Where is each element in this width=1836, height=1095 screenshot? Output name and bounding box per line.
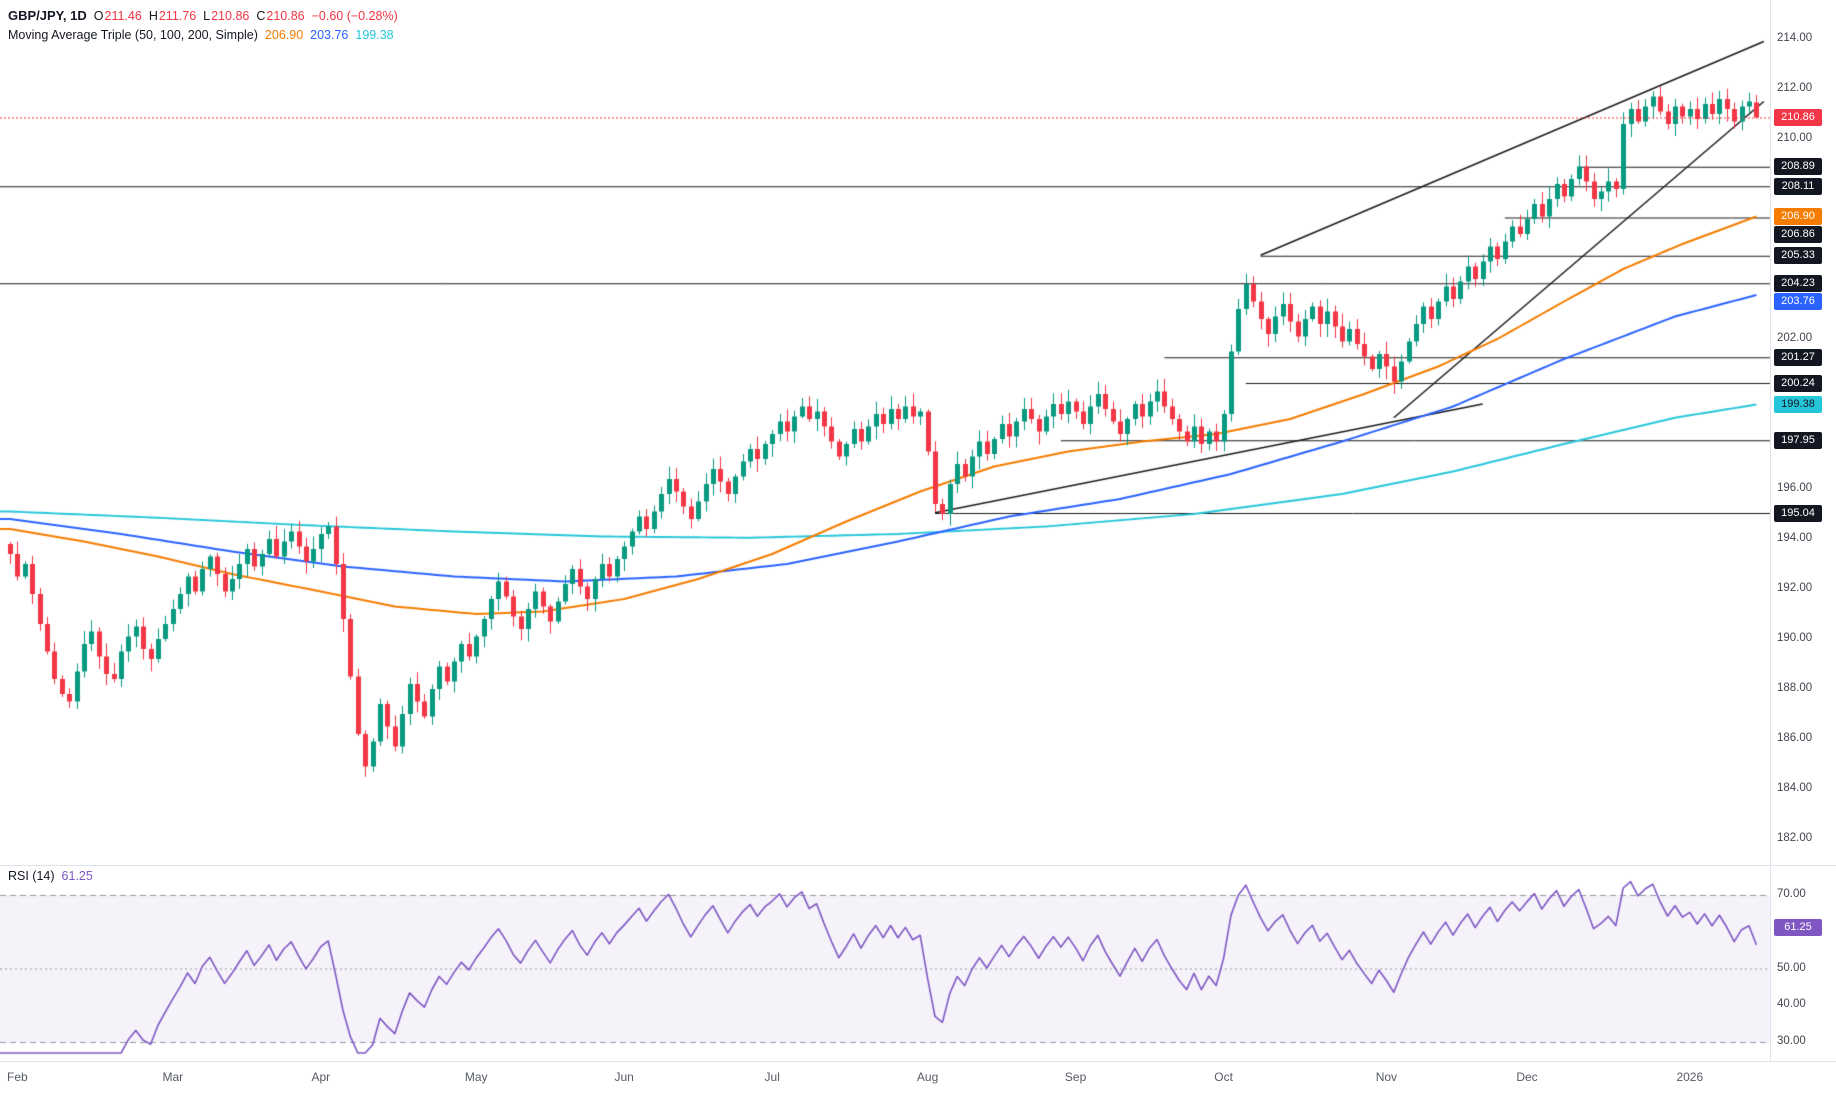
price-tick-label: 196.00 [1777,482,1813,494]
price-badge: 208.11 [1774,177,1822,195]
main-legend: GBP/JPY, 1D O 211.46 H 211.76 L 210.86 C 210… [8,6,398,45]
open-value: 211.46 [104,9,142,23]
price-tick-label: 212.00 [1777,82,1813,94]
symbol-title[interactable]: GBP/JPY, 1D [8,8,87,23]
price-badge: 206.86 [1774,226,1822,243]
price-tick-label: 190.00 [1777,632,1813,644]
month-label: Oct [1214,1070,1233,1084]
time-axis-separator [0,1061,1836,1062]
high-letter: H [148,9,158,23]
rsi-tick-label: 40.00 [1777,998,1806,1011]
symbol-row[interactable]: GBP/JPY, 1D O 211.46 H 211.76 L 210.86 C 210… [8,6,398,26]
month-label: Nov [1375,1070,1398,1084]
month-label: Jul [764,1070,780,1084]
month-label: 2026 [1676,1070,1704,1084]
price-badge: 205.33 [1774,247,1822,265]
price-badge: 203.76 [1774,292,1822,310]
price-badge: 197.95 [1774,431,1822,449]
price-tick-label: 188.00 [1777,682,1813,694]
price-tick-label: 184.00 [1777,782,1813,794]
rsi-legend[interactable]: RSI (14) 61.25 [8,869,93,883]
pane-separator[interactable] [0,865,1836,866]
ohlc-open: O 211.46 [94,7,142,26]
price-badge: 195.04 [1774,504,1822,522]
price-badge: 201.27 [1774,348,1822,366]
month-label: May [464,1070,488,1084]
ohlc-low: L 210.86 [203,7,249,26]
ma100-value: 203.76 [310,28,349,42]
price-badge: 200.24 [1774,374,1822,392]
price-tick-label: 194.00 [1777,532,1813,544]
rsi-badge: 61.25 [1774,918,1822,936]
rsi-title[interactable]: RSI (14) [8,869,55,883]
rsi-value: 61.25 [61,869,93,883]
price-axis[interactable]: 214.00 212.00 210.00 202.00 196.00 194.00 192.… [1771,0,1836,861]
month-label: Aug [916,1070,939,1084]
ohlc-high: H 211.76 [149,7,196,26]
price-axis-border [1770,0,1771,1061]
ma200-value: 199.38 [355,28,394,42]
price-tick-label: 214.00 [1777,32,1813,44]
rsi-tick-label: 50.00 [1777,961,1806,974]
price-badge: 206.90 [1774,208,1822,225]
month-label: Feb [7,1070,28,1084]
rsi-tick-label: 30.00 [1777,1035,1806,1047]
price-tick-label: 192.00 [1777,582,1813,594]
price-badge: 204.23 [1774,274,1822,292]
ohlc-close: C 210.86 [256,7,304,26]
price-badge: 199.38 [1774,396,1822,413]
rsi-tick-label: 70.00 [1777,888,1806,900]
high-value: 211.76 [158,9,197,23]
month-label: Jun [614,1070,634,1084]
price-tick-label: 186.00 [1777,732,1813,744]
close-value: 210.86 [266,9,305,23]
time-axis[interactable]: Feb Mar Apr May Jun Jul Aug Sep Oct Nov Dec 2026 [0,1062,1836,1095]
ma50-value: 206.90 [264,28,304,42]
price-badge: 208.89 [1774,158,1822,176]
month-label: Mar [162,1070,184,1084]
indicator-row[interactable]: Moving Average Triple (50, 100, 200, Sim… [8,26,398,45]
change-value: −0.60 (−0.28%) [311,9,398,23]
low-value: 210.86 [211,9,250,23]
price-badge: 210.86 [1774,109,1822,126]
month-label: Apr [311,1070,331,1084]
month-label: Dec [1516,1070,1538,1084]
price-tick-label: 182.00 [1777,832,1813,844]
rsi-axis[interactable]: 70.00 50.00 40.00 30.00 61.25 [1771,866,1836,1061]
open-letter: O [93,9,104,23]
month-label: Sep [1064,1070,1087,1084]
close-letter: C [256,9,266,23]
low-letter: L [203,9,211,23]
price-tick-label: 210.00 [1777,132,1813,144]
price-tick-label: 202.00 [1777,332,1813,344]
indicator-title[interactable]: Moving Average Triple (50, 100, 200, Sim… [8,28,258,42]
